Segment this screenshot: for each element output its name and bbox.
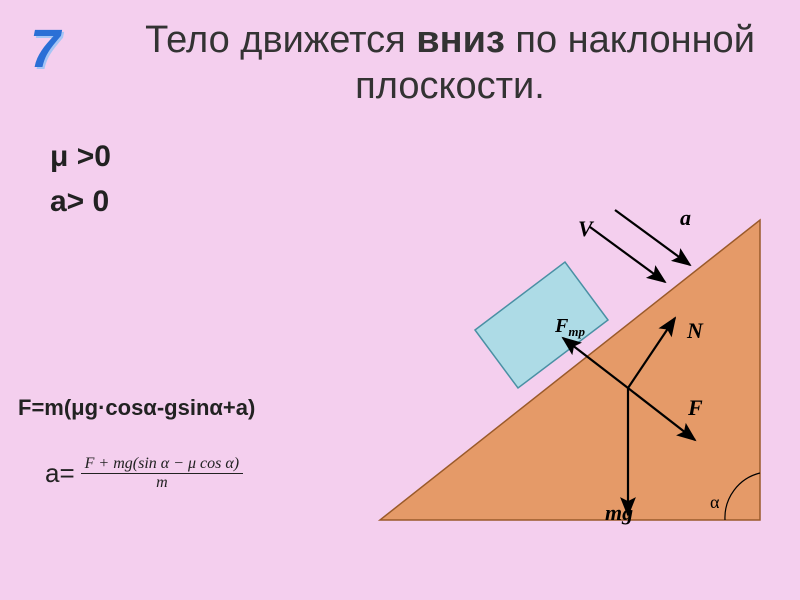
label-mg: mg (605, 500, 633, 525)
title-prefix: Тело движется (145, 19, 416, 61)
vector-a (615, 210, 690, 265)
formula-a-fraction: F + mg(sin α − μ cos α) m (81, 455, 243, 491)
page-title: Тело движется вниз по наклонной плоскост… (120, 18, 780, 109)
label-N: N (686, 318, 704, 343)
formula-a-label: a= (45, 458, 75, 489)
formula-force: F=m(μg·cosα-gsinα+a) (18, 395, 255, 421)
vector-V (590, 227, 665, 282)
label-V: V (578, 216, 595, 241)
label-alpha: α (710, 492, 720, 512)
formula-acceleration: a= F + mg(sin α − μ cos α) m (45, 455, 243, 491)
incline-shape (380, 220, 760, 520)
label-Ftr-sub: тр (568, 324, 585, 339)
label-F: F (687, 395, 703, 420)
condition-a: a> 0 (50, 185, 109, 219)
label-a: a (680, 205, 691, 230)
formula-a-denominator: m (152, 474, 172, 492)
slide-number: 7 (30, 18, 60, 80)
formula-a-numerator: F + mg(sin α − μ cos α) (81, 455, 243, 474)
title-bold: вниз (416, 19, 505, 61)
inclined-plane-diagram: a V Fтр N F mg α (360, 190, 780, 570)
condition-mu: μ >0 (50, 140, 111, 174)
